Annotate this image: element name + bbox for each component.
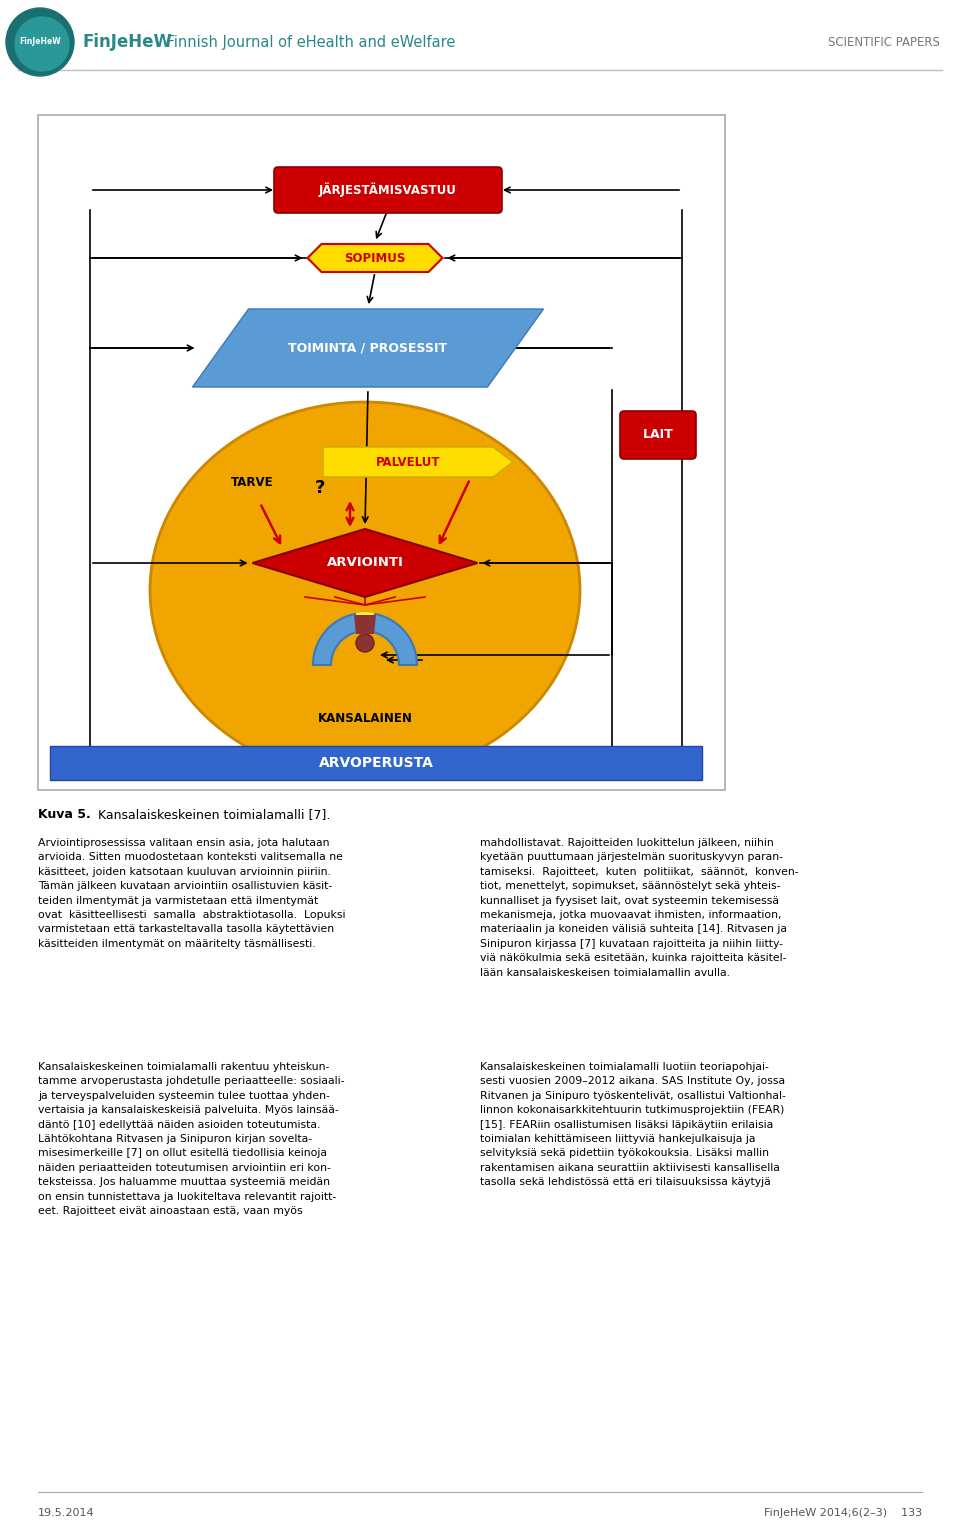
Text: Kansalaiskeskeinen toimialamalli rakentuu yhteiskun-
tamme arvoperustasta johdet: Kansalaiskeskeinen toimialamalli rakentu… <box>38 1062 345 1216</box>
Polygon shape <box>252 529 477 597</box>
Text: KANSALAINEN: KANSALAINEN <box>318 712 413 724</box>
Text: mahdollistavat. Rajoitteiden luokittelun jälkeen, niihin
kyetään puuttumaan järj: mahdollistavat. Rajoitteiden luokittelun… <box>480 838 799 977</box>
Polygon shape <box>193 308 543 387</box>
FancyBboxPatch shape <box>38 115 725 790</box>
Polygon shape <box>323 446 513 477</box>
Text: SCIENTIFIC PAPERS: SCIENTIFIC PAPERS <box>828 35 940 49</box>
Text: Finnish Journal of eHealth and eWelfare: Finnish Journal of eHealth and eWelfare <box>162 34 455 49</box>
Text: TOIMINTA / PROSESSIT: TOIMINTA / PROSESSIT <box>288 342 447 354</box>
Ellipse shape <box>150 402 580 778</box>
Text: ?: ? <box>315 479 325 497</box>
Text: PALVELUT: PALVELUT <box>375 456 441 468</box>
Text: FinJeHeW: FinJeHeW <box>83 34 173 51</box>
Wedge shape <box>356 612 374 629</box>
Text: LAIT: LAIT <box>642 428 673 442</box>
Ellipse shape <box>6 8 74 77</box>
Wedge shape <box>313 614 417 666</box>
Text: Kuva 5.: Kuva 5. <box>38 808 91 821</box>
Text: 19.5.2014: 19.5.2014 <box>38 1508 95 1519</box>
FancyBboxPatch shape <box>620 411 696 459</box>
Text: Kansalaiskeskeinen toimialamalli [7].: Kansalaiskeskeinen toimialamalli [7]. <box>98 808 330 821</box>
Text: ARVOPERUSTA: ARVOPERUSTA <box>319 756 433 770</box>
Polygon shape <box>307 244 443 272</box>
FancyBboxPatch shape <box>274 167 502 213</box>
Polygon shape <box>354 615 376 634</box>
Text: Kansalaiskeskeinen toimialamalli luotiin teoriapohjai-
sesti vuosien 2009–2012 a: Kansalaiskeskeinen toimialamalli luotiin… <box>480 1062 786 1187</box>
Text: ARVIOINTI: ARVIOINTI <box>326 557 403 569</box>
Text: Arviointiprosessissa valitaan ensin asia, jota halutaan
arvioida. Sitten muodost: Arviointiprosessissa valitaan ensin asia… <box>38 838 346 950</box>
Circle shape <box>356 634 374 652</box>
FancyBboxPatch shape <box>50 746 702 779</box>
Text: TARVE: TARVE <box>230 477 274 489</box>
Ellipse shape <box>15 17 69 71</box>
Text: FinJeHeW: FinJeHeW <box>19 37 60 46</box>
Text: JÄRJESTÄMISVASTUU: JÄRJESTÄMISVASTUU <box>319 183 457 198</box>
Text: FinJeHeW 2014;6(2–3)    133: FinJeHeW 2014;6(2–3) 133 <box>764 1508 922 1519</box>
Text: SOPIMUS: SOPIMUS <box>345 252 406 264</box>
